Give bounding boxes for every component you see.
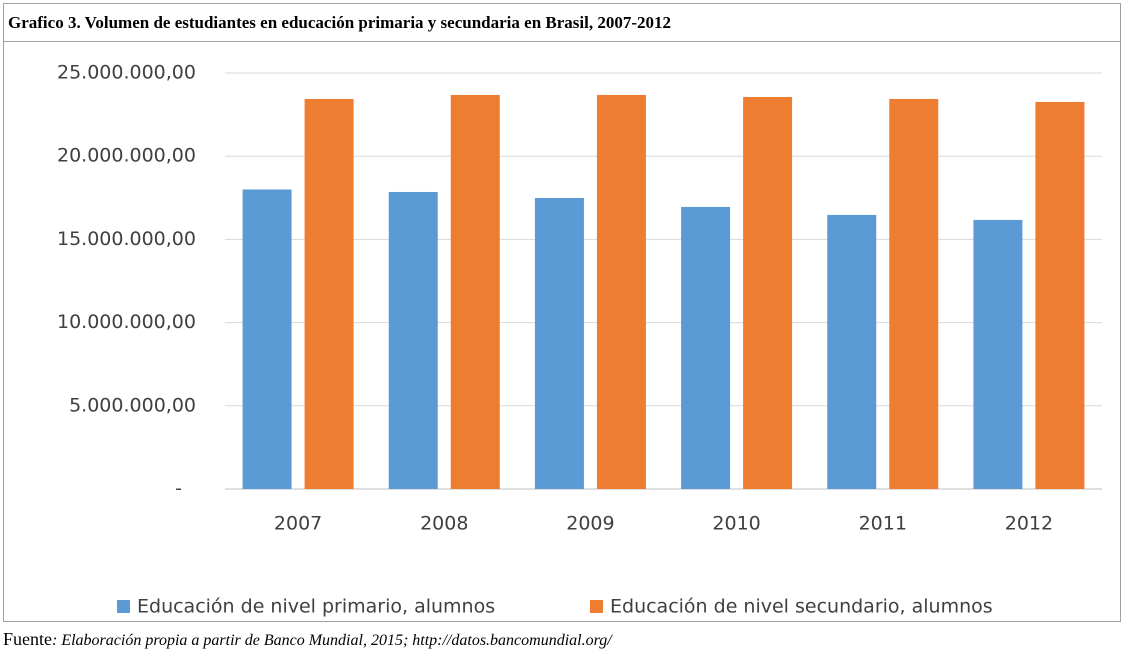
bar: [973, 219, 1023, 489]
legend-swatch: [590, 600, 603, 613]
y-tick-label: 25.000.000,00: [57, 62, 196, 84]
legend-label: Educación de nivel primario, alumnos: [137, 596, 495, 618]
chart-title: Grafico 3. Volumen de estudiantes en edu…: [8, 13, 671, 32]
bar: [388, 191, 438, 489]
bar: [827, 214, 877, 489]
x-tick-label: 2010: [712, 513, 760, 535]
bar: [596, 94, 646, 490]
bar: [304, 98, 354, 489]
x-tick-label: 2007: [274, 513, 322, 535]
source: Fuente: Elaboración propia a partir de B…: [3, 629, 613, 649]
frame: [3, 3, 1121, 622]
y-tick-label: 20.000.000,00: [57, 145, 196, 167]
legend-swatch: [117, 600, 130, 613]
y-tick-label: -: [175, 478, 182, 500]
source-text: : Elaboración propia a partir de Banco M…: [52, 632, 613, 649]
bar: [1035, 101, 1085, 489]
bar: [889, 98, 939, 489]
source-label: Fuente: [3, 629, 52, 649]
y-tick-label: 15.000.000,00: [57, 228, 196, 250]
x-tick-label: 2012: [1005, 513, 1053, 535]
bar: [534, 197, 584, 489]
bar: [242, 189, 292, 490]
bar: [681, 206, 731, 489]
bar: [743, 96, 793, 489]
y-tick-label: 10.000.000,00: [57, 311, 196, 333]
bar: [450, 94, 500, 490]
x-tick-label: 2009: [566, 513, 614, 535]
legend-label: Educación de nivel secundario, alumnos: [610, 596, 993, 618]
y-tick-label: 5.000.000,00: [69, 394, 196, 416]
x-tick-label: 2008: [420, 513, 468, 535]
x-tick-label: 2011: [859, 513, 907, 535]
